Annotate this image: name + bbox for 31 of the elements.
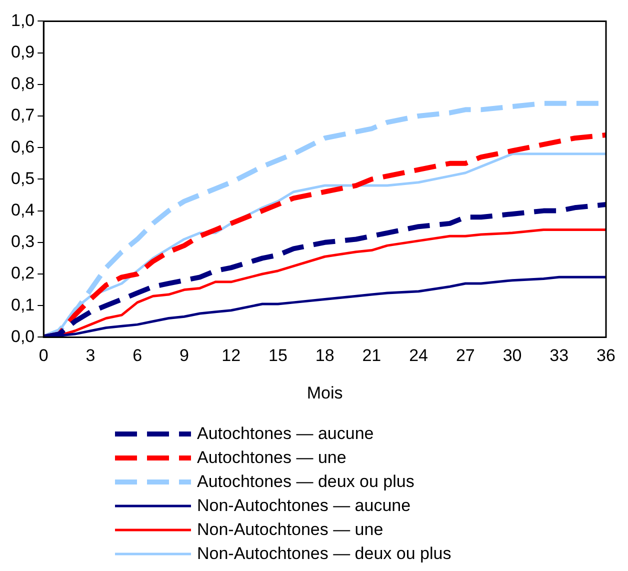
x-tick-label: 9: [179, 346, 189, 366]
x-tick-label: 3: [86, 346, 96, 366]
x-tick-label: 30: [502, 346, 522, 366]
y-tick-label: 0,6: [10, 137, 35, 156]
legend-label: Autochtones — deux ou plus: [197, 472, 414, 492]
x-tick-label: 33: [550, 346, 569, 366]
y-tick-label: 0,0: [10, 326, 35, 346]
y-tick-label: 0,2: [10, 264, 35, 283]
y-tick-label: 0,1: [10, 295, 35, 314]
y-tick-label: 0,3: [10, 232, 35, 252]
x-tick-label: 21: [362, 346, 382, 366]
y-tick-label: 0,4: [10, 200, 35, 220]
x-tick-label: 15: [268, 346, 288, 366]
x-tick-label: 24: [409, 346, 428, 366]
x-tick-label: 6: [132, 346, 142, 366]
legend-label: Non-Autochtones — aucune: [197, 496, 411, 516]
y-tick-label: 0,8: [10, 74, 35, 94]
x-tick-label: 36: [596, 346, 616, 366]
x-tick-label: 0: [38, 346, 48, 366]
y-tick-label: 0,7: [10, 106, 35, 125]
x-axis-title: Mois: [306, 383, 343, 402]
y-tick-label: 0,5: [10, 168, 35, 188]
x-tick-label: 27: [456, 346, 475, 366]
x-tick-label: 18: [315, 346, 334, 366]
y-tick-label: 0,9: [10, 42, 35, 62]
x-tick-label: 12: [222, 346, 241, 366]
y-tick-label: 1,0: [10, 10, 35, 30]
legend-label: Non-Autochtones — une: [197, 520, 384, 540]
legend-label: Non-Autochtones — deux ou plus: [197, 544, 452, 564]
legend-label: Autochtones — aucune: [197, 424, 374, 444]
legend-label: Autochtones — une: [197, 448, 346, 468]
